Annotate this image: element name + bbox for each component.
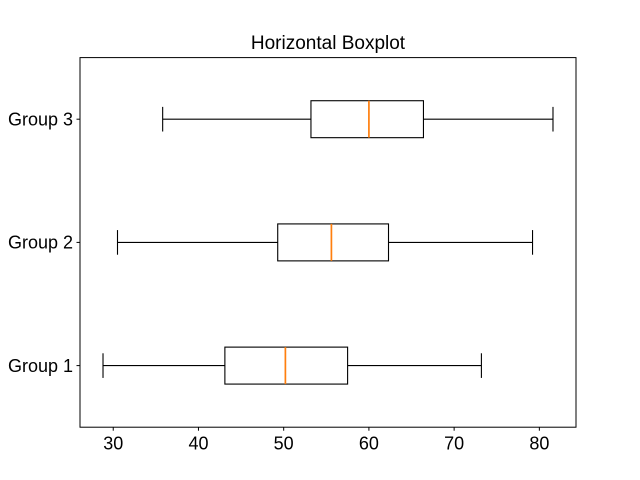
x-tick-label: 70: [444, 434, 464, 454]
x-tick-label: 80: [529, 434, 549, 454]
plot-content: 30 40 50 60 70 80 Group 1 Group 2 Group 3: [8, 57, 577, 454]
y-tick-label-group-3: Group 3: [8, 110, 73, 130]
iqr-box: [310, 100, 425, 139]
chart-title: Horizontal Boxplot: [251, 33, 406, 54]
x-tick-label: 40: [188, 434, 208, 454]
iqr-box: [277, 223, 390, 262]
boxplot-group-2: Group 2: [8, 223, 534, 262]
y-tick-label-group-2: Group 2: [8, 233, 73, 253]
x-tick-label: 50: [274, 434, 294, 454]
iqr-box: [224, 346, 349, 385]
y-tick-label-group-1: Group 1: [8, 356, 73, 376]
x-tick-label: 60: [359, 434, 379, 454]
x-tick-label: 30: [103, 434, 123, 454]
boxplot-group-1: Group 1: [8, 346, 482, 385]
boxplot-group-3: Group 3: [8, 100, 554, 139]
